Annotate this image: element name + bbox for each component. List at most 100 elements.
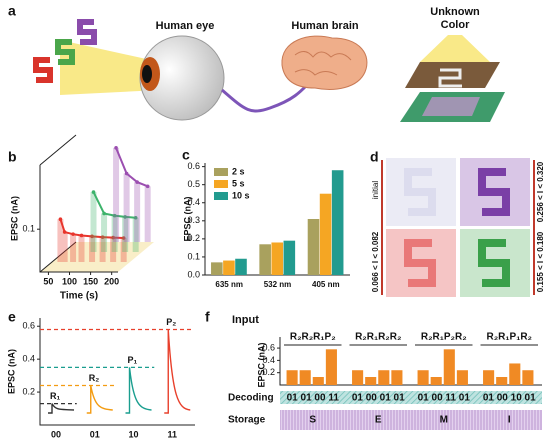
y-tick-label: 0.4 (187, 197, 200, 207)
x-tick-label: 50 (43, 276, 53, 286)
caption: Human brain (291, 20, 359, 32)
panel-d: d initial 0.066 < I < 0.082 0.256 < I < … (370, 149, 545, 297)
series-line (59, 218, 124, 240)
storage-band (280, 410, 542, 430)
x-axis-title: Time (s) (60, 291, 98, 302)
x-tick-label: 200 (104, 276, 119, 286)
brain-folds (294, 51, 352, 76)
group-label: R₂R₁P₁R₂ (487, 332, 533, 343)
y-tick-label: 0.2 (187, 233, 200, 243)
bar (331, 170, 344, 275)
x-tick-label: 00 (51, 429, 61, 439)
bar (456, 370, 468, 385)
y-tick-label: 0.2 (22, 386, 35, 396)
storage-letter: I (508, 415, 511, 426)
drop-lines (57, 219, 127, 262)
row-label: Decoding (228, 393, 274, 404)
bar (430, 377, 442, 385)
bar (417, 370, 429, 385)
bar (319, 193, 332, 275)
panel-a: a Human eye Human brain Unknown Color (8, 3, 505, 122)
x-tick-label: 01 (90, 429, 100, 439)
drop-lines (113, 147, 151, 242)
pulse-label: R₁ (50, 391, 60, 401)
range-label: 0.155 < I < 0.180 (536, 231, 545, 292)
bar (299, 370, 311, 385)
bar (365, 377, 377, 385)
letter-s (77, 19, 97, 45)
axes (39, 318, 195, 426)
y-tick-label: 0.1 (22, 224, 35, 234)
legend-swatch (214, 180, 228, 188)
x-tick-label: 100 (62, 276, 77, 286)
x-tick-label: 635 nm (215, 280, 243, 289)
bar (378, 370, 390, 385)
series-line (92, 191, 136, 219)
bar (307, 219, 320, 275)
y-axis-title: EPSC (nA) (182, 196, 192, 241)
x-tick-label: 10 (128, 429, 138, 439)
y-tick-label: 0.2 (262, 367, 275, 377)
y-tick-label: 0.4 (22, 354, 35, 364)
y-tick-label: 0.4 (262, 355, 275, 365)
y-tick-label: 0.6 (262, 342, 275, 352)
eye (139, 35, 225, 121)
bar (325, 349, 337, 385)
storage-letter: S (309, 415, 316, 426)
light-beam (420, 35, 490, 62)
pattern-s (478, 239, 510, 287)
bar (235, 258, 247, 275)
bar (352, 370, 364, 385)
panel-label: a (8, 3, 16, 19)
panel-label: e (8, 309, 16, 325)
bar (286, 370, 298, 385)
decoding-band (280, 391, 542, 404)
x-tick-label: 532 nm (264, 280, 292, 289)
pulse-label: P₂ (166, 317, 176, 327)
panel-label: d (370, 149, 379, 165)
bar (496, 377, 508, 385)
bar (283, 240, 296, 275)
legend-label: 10 s (232, 190, 250, 200)
decoding-code: 01 01 00 11 (287, 393, 340, 404)
y-tick-label: 0.0 (187, 269, 200, 279)
caption: Human eye (156, 20, 215, 32)
range-label: initial (371, 181, 380, 199)
bar (443, 349, 455, 385)
y-axis-title: EPSC (nA) (9, 196, 19, 241)
y-axis-title: EPSC (nA) (256, 342, 266, 387)
y-tick-label: 0.1 (187, 251, 200, 261)
bar (271, 242, 284, 275)
pulse (164, 329, 191, 414)
device-top (405, 62, 500, 88)
legend-label: 2 s (232, 166, 245, 176)
x-tick-label: 150 (83, 276, 98, 286)
legend-label: 5 s (232, 178, 245, 188)
group-label: R₂R₂R₁P₂ (290, 332, 336, 343)
row-label: Storage (228, 415, 266, 426)
x-tick-label: 405 nm (312, 280, 340, 289)
y-axis-title: EPSC (nA) (6, 349, 16, 394)
legend-swatch (214, 192, 228, 200)
bar (223, 260, 235, 275)
input-label: Input (232, 314, 259, 326)
letter-s (33, 57, 53, 83)
range-label: 0.256 < I < 0.320 (536, 161, 545, 222)
bar (509, 363, 521, 385)
legend-swatch (214, 168, 228, 176)
drop-lines (90, 192, 139, 252)
pulse-label: R₂ (89, 373, 100, 383)
panel-label: c (182, 147, 190, 163)
caption: Unknown (430, 6, 480, 18)
range-label: 0.066 < I < 0.082 (371, 231, 380, 292)
brain (281, 35, 368, 90)
bar (483, 370, 495, 385)
y-tick-label: 0.6 (187, 161, 200, 171)
letter-s (55, 39, 75, 65)
decoding-code: 01 00 10 01 (483, 393, 536, 404)
decoding-code: 01 00 01 01 (352, 393, 405, 404)
x-tick-label: 11 (167, 429, 177, 439)
panel-label: b (8, 149, 17, 165)
group-label: R₂R₁P₂R₂ (421, 332, 467, 343)
